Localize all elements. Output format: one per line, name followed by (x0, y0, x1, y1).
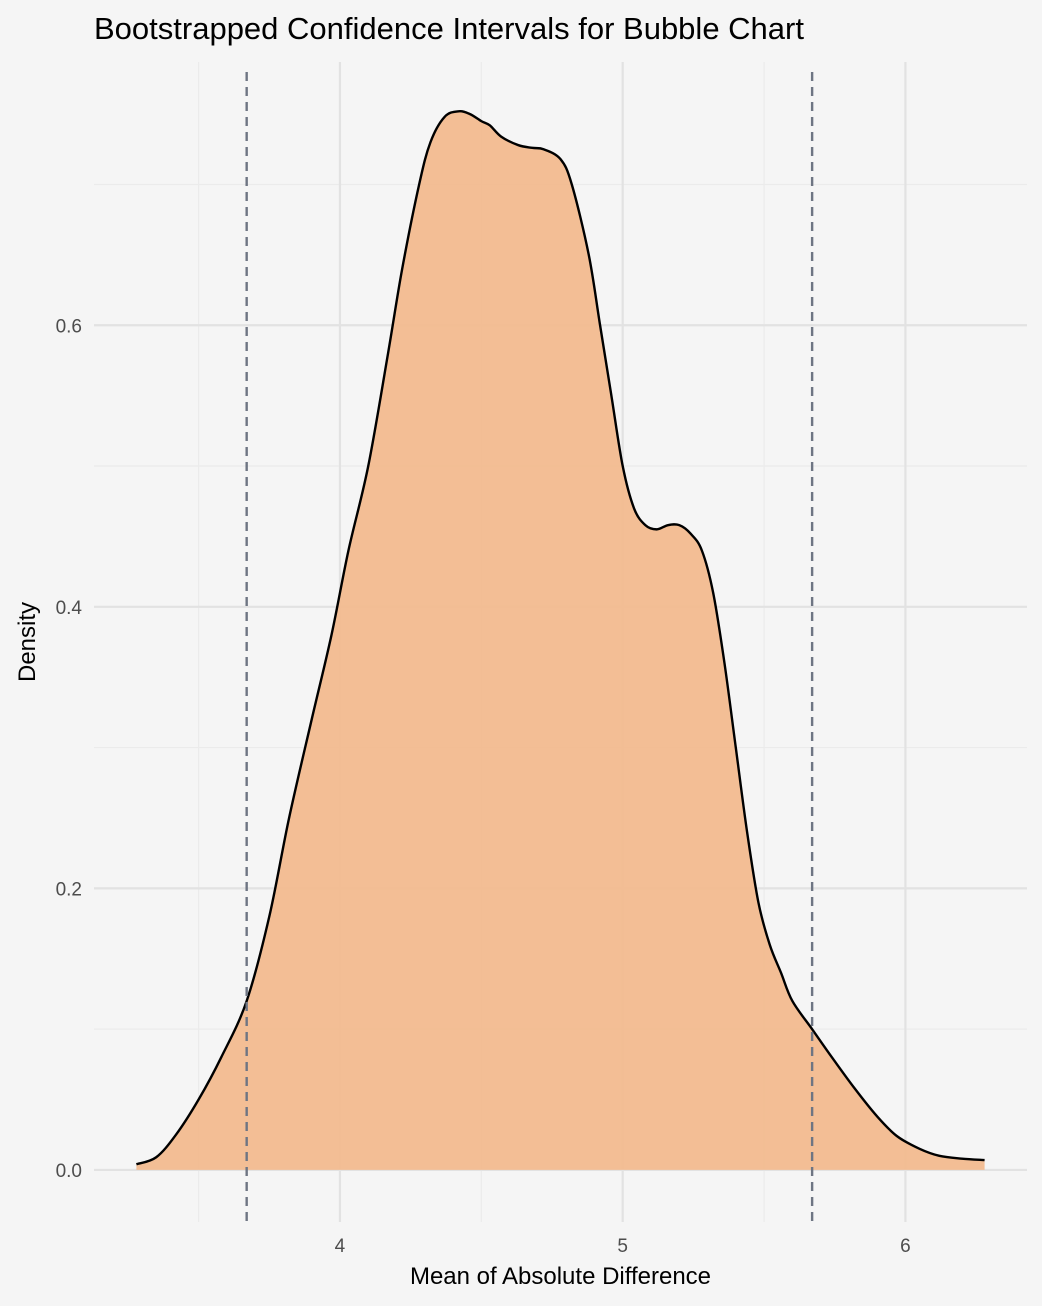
y-axis-ticks: 0.0 0.2 0.4 0.6 (56, 316, 83, 1182)
y-tick-label: 0.4 (56, 598, 83, 619)
y-axis-title: Density (14, 602, 41, 682)
x-axis-title: Mean of Absolute Difference (410, 1263, 711, 1290)
density-fill (136, 111, 985, 1170)
chart-title: Bootstrapped Confidence Intervals for Bu… (94, 11, 804, 46)
x-axis-ticks: 4 5 6 (335, 1236, 911, 1257)
y-tick-label: 0.2 (56, 879, 82, 900)
y-tick-label: 0.6 (56, 316, 82, 337)
confidence-interval-lines (245, 72, 814, 1222)
x-tick-label: 4 (335, 1236, 346, 1257)
x-tick-label: 5 (617, 1236, 628, 1257)
y-tick-label: 0.0 (56, 1161, 82, 1182)
x-tick-label: 6 (900, 1236, 911, 1257)
density-area (136, 109, 985, 1170)
density-curve (136, 109, 985, 1166)
